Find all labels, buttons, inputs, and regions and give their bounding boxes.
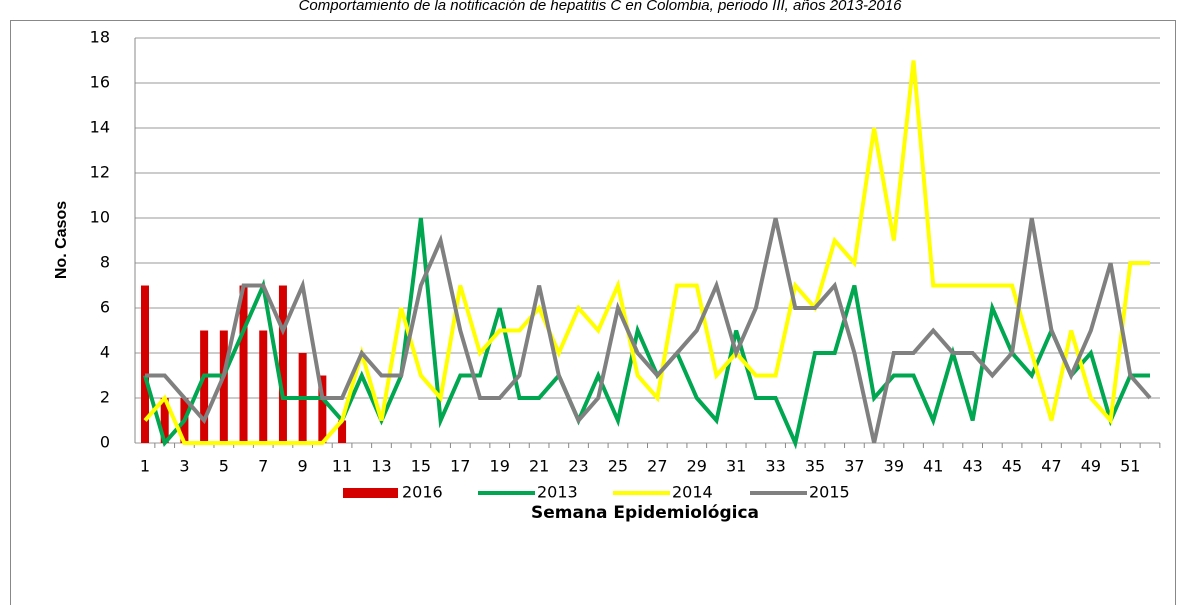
- x-tick-label: 47: [1041, 457, 1061, 476]
- line: [143, 217, 1150, 450]
- bar: [160, 398, 169, 443]
- x-tick-label: 11: [332, 457, 352, 476]
- x-tick-label: 21: [529, 457, 549, 476]
- legend-label: 2014: [672, 483, 713, 502]
- bar: [338, 420, 347, 443]
- x-tick-label: 43: [962, 457, 982, 476]
- line: [143, 60, 1150, 445]
- x-tick-label: 23: [568, 457, 588, 476]
- x-tick-label: 17: [450, 457, 470, 476]
- bar: [239, 285, 248, 443]
- bar: [259, 330, 268, 443]
- x-tick-label: 1: [140, 457, 150, 476]
- y-tick-label: 18: [90, 28, 110, 47]
- x-tick-label: 15: [411, 457, 431, 476]
- x-tick-label: 9: [298, 457, 308, 476]
- x-tick-label: 25: [608, 457, 628, 476]
- x-tick-label: 51: [1120, 457, 1140, 476]
- y-tick-label: 2: [100, 388, 110, 407]
- y-tick-label: 10: [90, 208, 110, 227]
- y-tick-label: 4: [100, 343, 110, 362]
- legend-swatch: [343, 488, 398, 498]
- chart-border: [10, 20, 1176, 605]
- x-axis-label: Semana Epidemiológica: [531, 503, 759, 523]
- x-tick-label: 19: [490, 457, 510, 476]
- bar: [278, 285, 287, 443]
- x-tick-label: 31: [726, 457, 746, 476]
- bar: [219, 330, 228, 443]
- x-tick-label: 37: [844, 457, 864, 476]
- y-tick-label: 14: [90, 118, 110, 137]
- y-axis-label: No. Casos: [53, 201, 70, 279]
- x-tick-label: 7: [258, 457, 268, 476]
- y-tick-label: 0: [100, 433, 110, 452]
- x-tick-label: 45: [1002, 457, 1022, 476]
- x-tick-label: 13: [371, 457, 391, 476]
- x-tick-label: 41: [923, 457, 943, 476]
- line: [145, 217, 1152, 444]
- legend-label: 2015: [809, 483, 850, 502]
- x-tick-label: 33: [765, 457, 785, 476]
- y-tick-label: 12: [90, 163, 110, 182]
- chart-title: Comportamiento de la notificación de hep…: [299, 0, 903, 14]
- x-tick-label: 39: [884, 457, 904, 476]
- y-tick-label: 8: [100, 253, 110, 272]
- bar: [200, 330, 209, 443]
- bar: [318, 375, 327, 443]
- x-tick-label: 29: [687, 457, 707, 476]
- x-tick-label: 3: [179, 457, 189, 476]
- y-tick-label: 6: [100, 298, 110, 317]
- legend-label: 2016: [402, 483, 443, 502]
- legend-label: 2013: [537, 483, 578, 502]
- x-tick-label: 49: [1081, 457, 1101, 476]
- bar: [141, 285, 149, 443]
- x-tick-label: 27: [647, 457, 667, 476]
- x-tick-label: 5: [219, 457, 229, 476]
- x-tick-label: 35: [805, 457, 825, 476]
- y-tick-label: 16: [90, 73, 110, 92]
